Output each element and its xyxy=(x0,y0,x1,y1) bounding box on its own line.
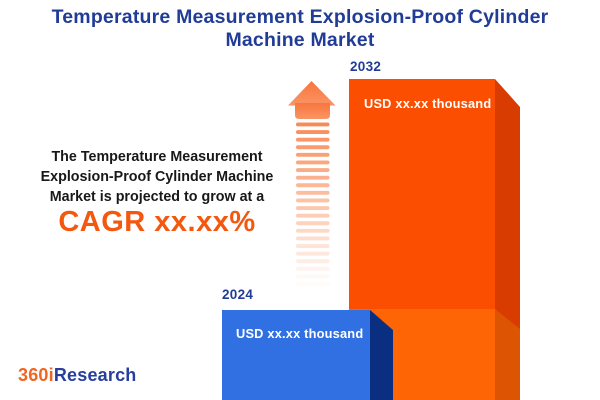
page-title: Temperature Measurement Explosion-Proof … xyxy=(0,6,600,52)
bar-2024-front xyxy=(222,310,370,400)
brand-logo-prefix: 360i xyxy=(18,365,54,385)
arrow-body xyxy=(295,103,330,119)
arrow-stripe xyxy=(296,122,330,127)
page-title-line1: Temperature Measurement Explosion-Proof … xyxy=(51,6,549,28)
arrow-stripe xyxy=(296,206,330,210)
arrow-stripe xyxy=(296,213,330,218)
arrow-stripe xyxy=(296,251,330,256)
projection-line2: Explosion-Proof Cylinder Machine xyxy=(40,169,274,185)
arrow-stripe xyxy=(296,228,330,233)
brand-logo-suffix: Research xyxy=(53,365,137,385)
arrow-stripe xyxy=(296,130,330,134)
arrow-stripe xyxy=(296,175,330,180)
arrow-stripe xyxy=(296,152,330,157)
bar-2032-side-overlap xyxy=(495,309,520,400)
arrow-stripe xyxy=(296,168,330,172)
arrow-stripe xyxy=(296,274,330,279)
growth-arrow-icon xyxy=(288,81,336,286)
projection-line1: The Temperature Measurement xyxy=(51,149,263,165)
arrow-stripe xyxy=(296,266,330,271)
arrow-stripe xyxy=(296,183,330,188)
arrow-stripe xyxy=(296,236,330,241)
arrow-stripe xyxy=(296,244,330,248)
value-label-2024: USD xx.xx thousand xyxy=(236,326,364,341)
bar-2024-side xyxy=(370,310,393,400)
value-label-2032: USD xx.xx thousand xyxy=(364,96,492,111)
projection-text: The Temperature Measurement Explosion-Pr… xyxy=(12,147,302,238)
cagr-value: CAGR xx.xx% xyxy=(58,206,256,238)
year-label-2024: 2024 xyxy=(222,287,254,302)
year-label-2032: 2032 xyxy=(350,59,382,74)
arrow-stripe xyxy=(296,160,330,165)
brand-logo: 360iResearch xyxy=(18,365,137,386)
arrow-stripe xyxy=(296,137,330,142)
arrow-stripe xyxy=(296,282,330,286)
arrow-stripe xyxy=(296,221,330,226)
arrow-stripe xyxy=(296,198,330,203)
arrow-head xyxy=(288,81,336,106)
arrow-stripe xyxy=(296,145,330,150)
bar-2024 xyxy=(222,310,393,400)
arrow-stripe xyxy=(296,190,330,195)
page-title-line2: Machine Market xyxy=(225,29,375,51)
projection-line3: Market is projected to grow at a xyxy=(49,189,265,205)
arrow-stripe xyxy=(296,259,330,264)
arrow-stripes xyxy=(296,122,330,286)
